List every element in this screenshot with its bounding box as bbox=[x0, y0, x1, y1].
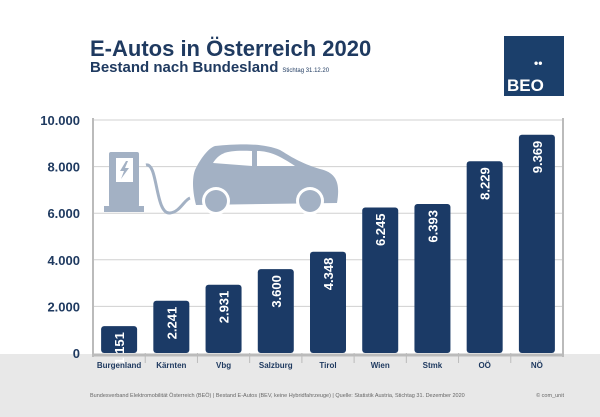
y-tick-label: 10.000 bbox=[40, 113, 80, 128]
car-icon bbox=[193, 144, 339, 215]
value-label: 3.600 bbox=[269, 275, 284, 308]
value-label: 2.931 bbox=[217, 291, 232, 324]
logo-text: BEO bbox=[507, 76, 544, 95]
date-note: Stichtag 31.12.20 bbox=[282, 68, 330, 74]
value-label: 8.229 bbox=[478, 167, 493, 200]
bar bbox=[414, 204, 451, 353]
x-tick-label: Kärnten bbox=[156, 361, 186, 370]
value-label: 6.393 bbox=[425, 210, 440, 243]
footer-background bbox=[0, 354, 600, 417]
value-label: 6.245 bbox=[373, 213, 388, 246]
bar bbox=[205, 284, 242, 353]
y-tick-label: 6.000 bbox=[47, 206, 80, 221]
source-footnote: Bundesverband Elektromobilität Österreic… bbox=[90, 393, 465, 399]
x-tick-label: OÖ bbox=[478, 361, 490, 370]
x-tick-label: Stmk bbox=[423, 361, 443, 370]
logo-dots: •• bbox=[534, 56, 543, 70]
bar bbox=[362, 207, 399, 353]
bar bbox=[466, 161, 503, 353]
x-tick-label: Burgenland bbox=[97, 361, 142, 370]
value-label: 4.348 bbox=[321, 258, 336, 291]
y-tick-label: 2.000 bbox=[47, 299, 80, 314]
subtitle-text: Bestand nach Bundesland bbox=[90, 59, 279, 76]
copyright: © com_unit bbox=[536, 393, 564, 399]
x-tick-label: Wien bbox=[371, 361, 390, 370]
value-label: 2.241 bbox=[164, 307, 179, 340]
bar bbox=[310, 251, 346, 353]
x-tick-label: NÖ bbox=[531, 361, 543, 370]
chart-subtitle: Bestand nach Bundesland Stichtag 31.12.20 bbox=[90, 59, 329, 76]
bar bbox=[153, 300, 190, 353]
value-label: 1.151 bbox=[112, 332, 127, 365]
y-tick-label: 0 bbox=[73, 346, 80, 361]
bar bbox=[101, 326, 138, 353]
y-tick-label: 4.000 bbox=[47, 253, 80, 268]
value-label: 9.369 bbox=[530, 141, 545, 174]
x-tick-label: Tirol bbox=[319, 361, 336, 370]
x-tick-label: Vbg bbox=[216, 361, 231, 370]
y-tick-label: 8.000 bbox=[47, 160, 80, 175]
bar bbox=[518, 134, 555, 353]
beo-logo: •• BEO bbox=[504, 36, 564, 96]
ev-charger-icon bbox=[104, 152, 191, 215]
chart-title: E-Autos in Österreich 2020 bbox=[90, 36, 372, 61]
x-tick-label: Salzburg bbox=[259, 361, 293, 370]
bar bbox=[257, 269, 294, 353]
